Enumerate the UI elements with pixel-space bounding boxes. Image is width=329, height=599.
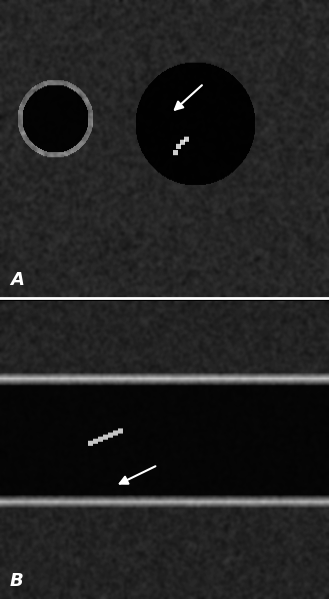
Text: A: A (10, 271, 24, 289)
Text: B: B (10, 572, 24, 590)
